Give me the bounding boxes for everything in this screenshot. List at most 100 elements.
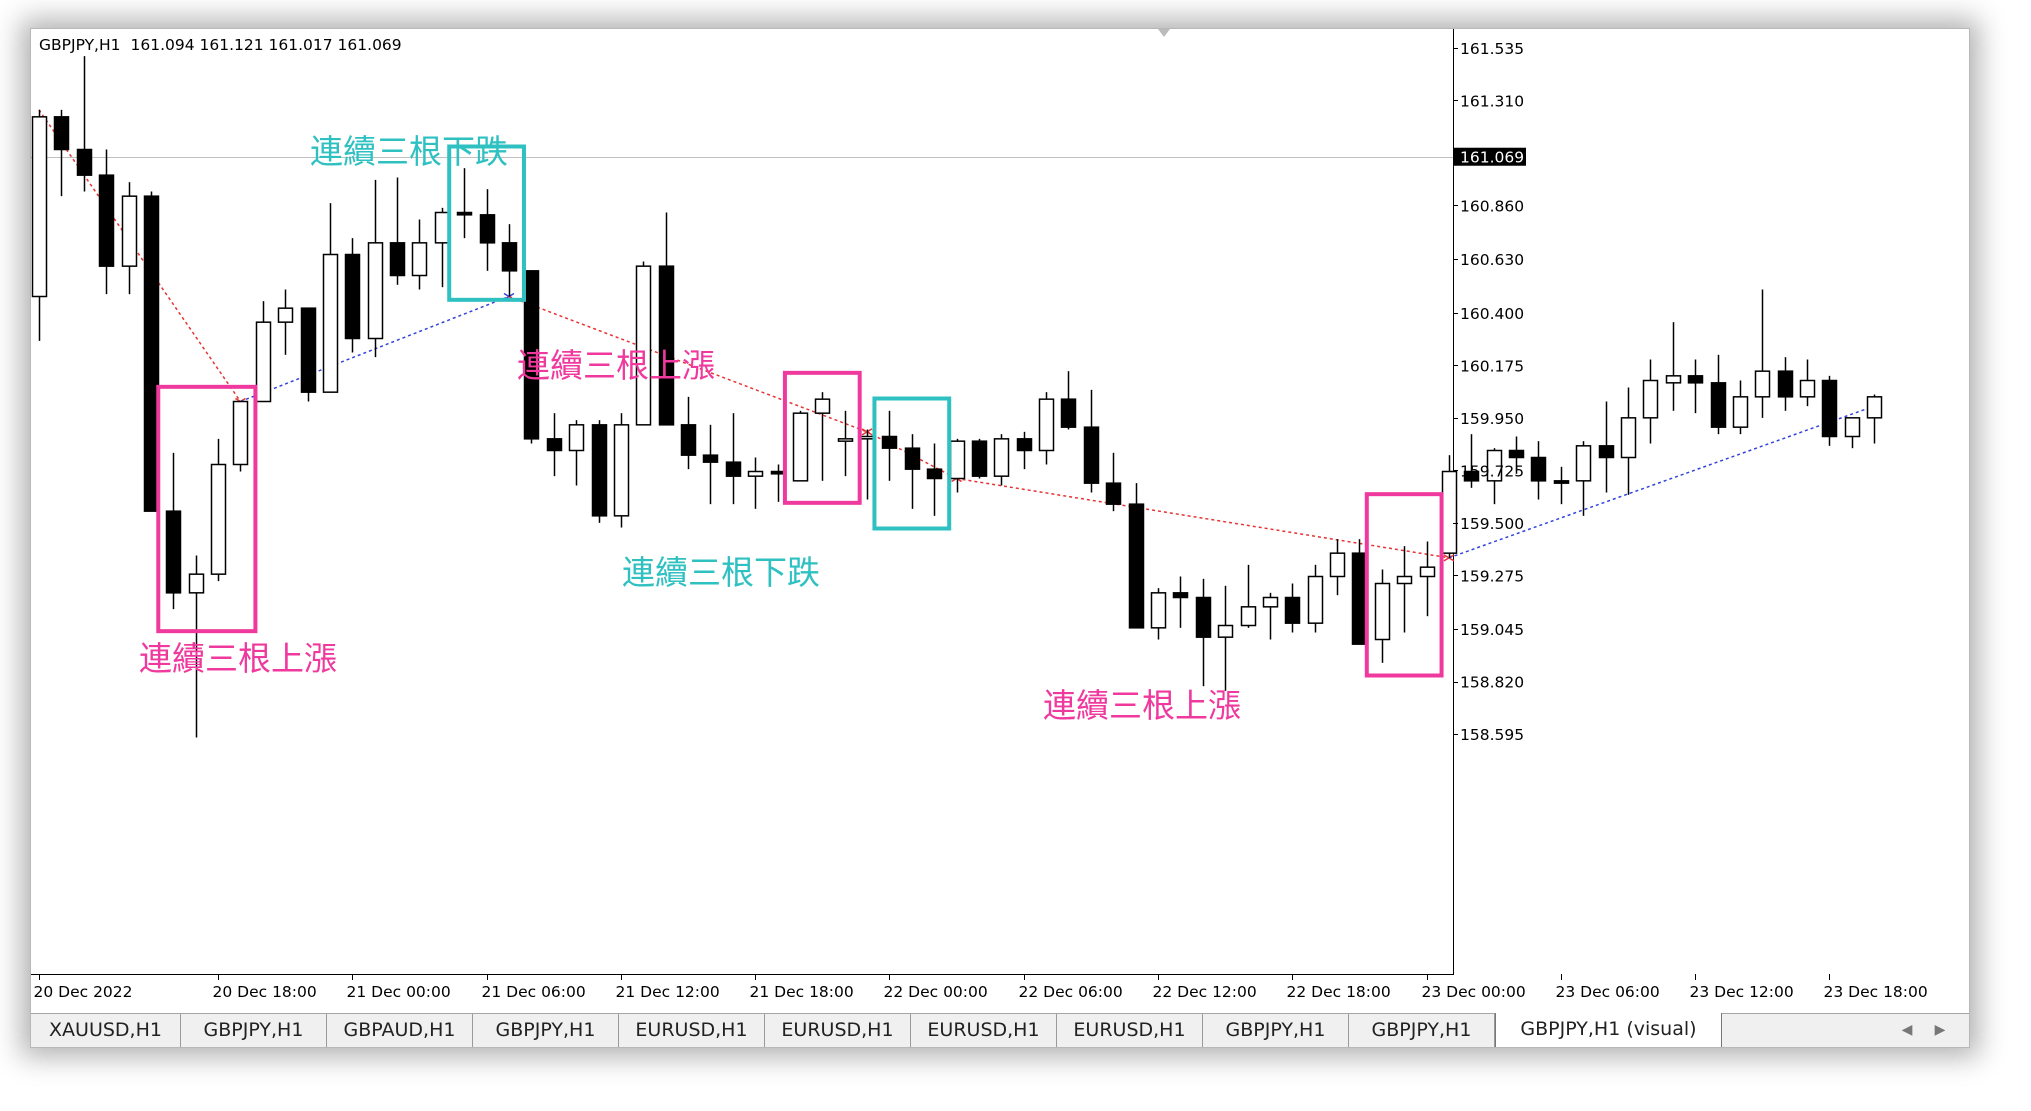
candle bbox=[1530, 441, 1547, 500]
x-tick-label: 20 Dec 18:00 bbox=[213, 983, 317, 1001]
candle-body bbox=[1665, 375, 1682, 384]
candle bbox=[859, 429, 876, 500]
candle bbox=[1598, 401, 1615, 493]
candle-body bbox=[837, 438, 854, 442]
chart-tab-bar: XAUUSD,H1 GBPJPY,H1 GBPAUD,H1 GBPJPY,H1 EURU… bbox=[31, 1013, 1969, 1047]
y-tick-label: 159.500 bbox=[1460, 515, 1524, 533]
candle bbox=[949, 438, 966, 493]
chart-window[interactable]: 連續三根上漲 連續三根下跌 連續三根上漲 連續三根下跌 連續三根上漲 161.535 16… bbox=[30, 28, 1970, 1048]
candle-body bbox=[1060, 398, 1077, 428]
triangle-left-icon[interactable]: ◀ bbox=[1901, 1022, 1913, 1038]
candle-body bbox=[993, 438, 1010, 477]
chart-tab[interactable]: GBPJPY,H1 bbox=[1203, 1014, 1349, 1047]
candle bbox=[165, 452, 182, 610]
candle bbox=[121, 182, 138, 295]
pattern-label: 連續三根下跌 bbox=[622, 553, 820, 592]
candle-body bbox=[322, 253, 339, 393]
chart-tab[interactable]: EURUSD,H1 bbox=[619, 1014, 765, 1047]
chart-tab[interactable]: GBPAUD,H1 bbox=[327, 1014, 473, 1047]
candle bbox=[635, 261, 652, 426]
current-price-badge bbox=[1454, 147, 1526, 166]
candle bbox=[53, 109, 70, 197]
candle bbox=[814, 392, 831, 481]
y-tick-label: 161.069 bbox=[1460, 149, 1524, 167]
x-tick-label: 22 Dec 18:00 bbox=[1287, 983, 1391, 1001]
candle-body bbox=[658, 265, 675, 426]
chart-tab[interactable]: EURUSD,H1 bbox=[1057, 1014, 1203, 1047]
candle-body bbox=[1284, 596, 1301, 624]
candle bbox=[1463, 434, 1480, 488]
candle-body bbox=[1172, 592, 1189, 599]
candle bbox=[411, 219, 428, 290]
x-tick-label: 21 Dec 06:00 bbox=[482, 983, 586, 1001]
candle-body bbox=[1016, 438, 1033, 452]
chart-tab[interactable]: GBPJPY,H1 bbox=[181, 1014, 327, 1047]
symbol-label: GBPJPY,H1 bbox=[39, 36, 120, 54]
candle bbox=[613, 413, 630, 528]
candle bbox=[322, 203, 339, 393]
candle-body bbox=[1374, 582, 1391, 641]
triangle-right-icon[interactable]: ▶ bbox=[1934, 1022, 1946, 1038]
candle bbox=[1060, 371, 1077, 430]
candle bbox=[31, 109, 48, 341]
chart-tab[interactable]: GBPJPY,H1 bbox=[1349, 1014, 1495, 1047]
y-tick-label: 161.310 bbox=[1460, 93, 1524, 111]
candle-body bbox=[210, 463, 227, 575]
candle-body bbox=[971, 440, 988, 477]
candle bbox=[300, 307, 317, 402]
candle-body bbox=[1396, 575, 1413, 585]
candle-body bbox=[546, 438, 563, 452]
candle bbox=[1687, 359, 1704, 414]
candle-body bbox=[680, 424, 697, 456]
candle-body bbox=[1486, 449, 1503, 482]
x-tick-label: 23 Dec 12:00 bbox=[1690, 983, 1794, 1001]
candle-body bbox=[1620, 417, 1637, 459]
candle bbox=[837, 410, 854, 477]
candle bbox=[232, 400, 249, 472]
x-tick-label: 23 Dec 00:00 bbox=[1422, 983, 1526, 1001]
x-tick-label: 21 Dec 18:00 bbox=[750, 983, 854, 1001]
candle bbox=[434, 207, 451, 288]
candle bbox=[1575, 441, 1592, 516]
candle-body bbox=[255, 321, 272, 403]
candle-body bbox=[613, 424, 630, 517]
pattern-box bbox=[1364, 492, 1444, 678]
pattern-box bbox=[782, 370, 862, 505]
chart-tab[interactable]: EURUSD,H1 bbox=[911, 1014, 1057, 1047]
candle bbox=[1486, 448, 1503, 505]
candle bbox=[1284, 583, 1301, 633]
pattern-label: 連續三根上漲 bbox=[139, 639, 337, 678]
zigzag-segment bbox=[508, 295, 868, 433]
candle bbox=[98, 149, 115, 295]
candle bbox=[904, 434, 921, 509]
candle-body bbox=[367, 242, 384, 340]
candle bbox=[1195, 578, 1212, 687]
candle bbox=[1419, 541, 1436, 617]
chart-tab[interactable]: GBPJPY,H1 (visual) bbox=[1495, 1013, 1722, 1047]
x-tick-label: 23 Dec 18:00 bbox=[1824, 983, 1928, 1001]
candle bbox=[971, 438, 988, 479]
chart-tab[interactable]: GBPJPY,H1 bbox=[473, 1014, 619, 1047]
chart-tab[interactable]: EURUSD,H1 bbox=[765, 1014, 911, 1047]
candle-body bbox=[277, 307, 294, 323]
candle bbox=[479, 189, 496, 271]
candle-body bbox=[881, 435, 898, 449]
candle-body bbox=[859, 435, 876, 440]
candle-body bbox=[635, 265, 652, 426]
zigzag-segment bbox=[38, 109, 242, 402]
candle bbox=[456, 168, 473, 239]
chart-tab[interactable]: XAUUSD,H1 bbox=[31, 1014, 181, 1047]
candle-body bbox=[702, 454, 719, 463]
x-tick-label: 23 Dec 06:00 bbox=[1556, 983, 1660, 1001]
chart-shift-marker[interactable] bbox=[1158, 29, 1170, 37]
candle bbox=[1553, 466, 1570, 505]
candle bbox=[546, 413, 563, 477]
candle-body bbox=[1083, 426, 1100, 484]
candle-body bbox=[568, 424, 585, 452]
y-tick-label: 159.045 bbox=[1460, 621, 1524, 639]
candle bbox=[1105, 452, 1122, 512]
candle-body bbox=[1575, 445, 1592, 482]
y-tick-label: 160.175 bbox=[1460, 357, 1524, 375]
pattern-box bbox=[156, 384, 258, 634]
